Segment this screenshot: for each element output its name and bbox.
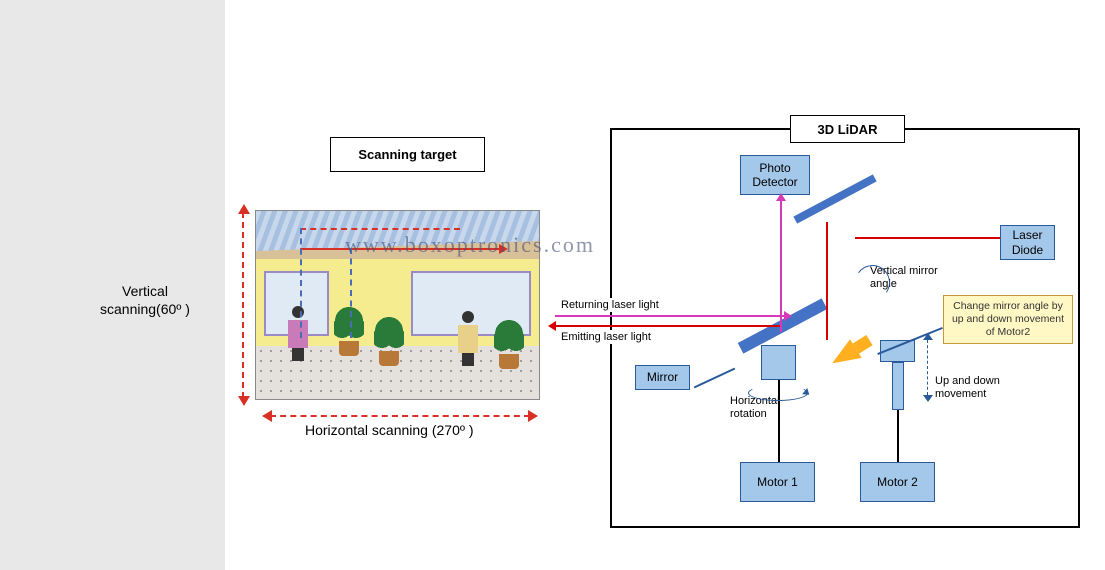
returning-beam-label: Returning laser light (558, 298, 662, 312)
scanning-target-label-box: Scanning target (330, 137, 485, 172)
motor-2-stem (897, 410, 899, 462)
mirror-label-box: Mirror (635, 365, 690, 390)
scene-person-2 (456, 311, 480, 366)
vertical-scan-extent-arrow (242, 212, 244, 398)
lidar-title-text: 3D LiDAR (818, 122, 878, 137)
returning-laser-beam-h (555, 315, 785, 317)
scene-plant-2 (374, 316, 404, 366)
vertical-scanning-label: Vertical scanning(60º ) (100, 282, 190, 318)
lidar-title-box: 3D LiDAR (790, 115, 905, 143)
laser-beam-down-to-mirror (826, 222, 828, 340)
scene-person-1 (286, 306, 310, 361)
scanning-target-text: Scanning target (358, 147, 456, 162)
laser-beam-from-diode (855, 237, 1000, 239)
up-down-motion-arrow (927, 340, 928, 395)
mirror-angle-note: Change mirror angle by up and down movem… (943, 295, 1073, 344)
motor-1-box: Motor 1 (740, 462, 815, 502)
scan-guide-v-dashed-2 (350, 248, 352, 338)
motor-1-head (761, 345, 796, 380)
photo-detector-box: Photo Detector (740, 155, 810, 195)
laser-diode-box: Laser Diode (1000, 225, 1055, 260)
scene-plant-3 (494, 319, 524, 369)
horizontal-scanning-label: Horizontal scanning (270º ) (305, 422, 474, 438)
motor-2-shaft (892, 362, 904, 410)
emitting-laser-beam (555, 325, 780, 327)
returning-laser-beam-v (780, 200, 782, 332)
up-down-movement-label: Up and down movement (935, 375, 1000, 401)
emitting-beam-label: Emitting laser light (558, 330, 654, 344)
scan-guide-v-dashed-1 (300, 228, 302, 338)
scan-guide-h-dashed (300, 228, 460, 230)
horizontal-scan-extent-arrow (270, 415, 530, 417)
horizontal-rotation-arrow-icon (748, 385, 808, 401)
scene-plant-1 (334, 306, 364, 356)
watermark-text: www.boxoptronics.com (345, 232, 595, 258)
motor-2-box: Motor 2 (860, 462, 935, 502)
